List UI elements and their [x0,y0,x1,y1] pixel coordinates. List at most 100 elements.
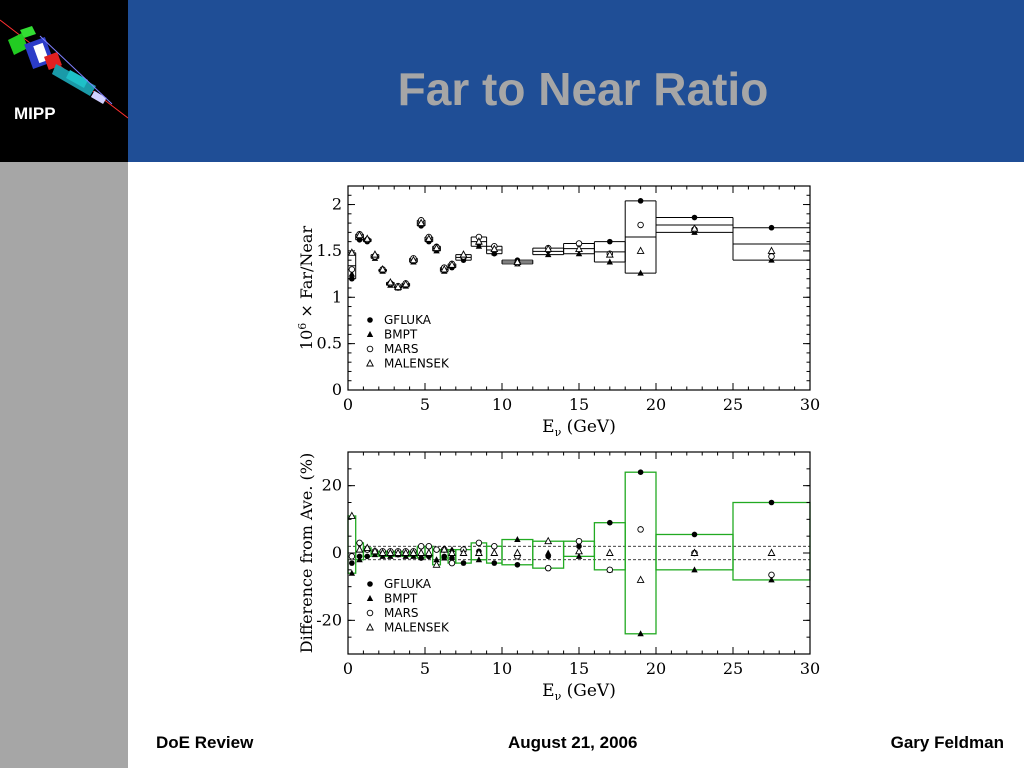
marker-filled-circle [637,198,644,204]
marker-shape [474,237,483,245]
marker-open-triangle [424,234,433,242]
marker-shape [490,244,499,253]
marker-open-circle [356,539,363,547]
marker-filled-triangle [768,576,775,583]
marker-shape [386,548,395,556]
spread-box [624,471,657,635]
marker-shape [767,246,776,254]
marker-shape [394,282,402,291]
marker-open-triangle [513,548,522,556]
marker-filled-circle [418,555,424,561]
difference-chart: 0 5 10 15 20 25 30 -20 0 20 Eν (GeV) Difference fro… [297,451,820,703]
marker-open-circle [544,564,552,572]
marker-shape [475,556,483,563]
marker-filled-triangle [637,269,644,276]
marker-open-triangle [394,282,402,291]
marker-shape [348,569,356,576]
marker-open-triangle [386,548,395,556]
marker-shape [433,556,440,563]
x-tick-label: 20 [646,395,666,414]
marker-shape [637,198,644,204]
marker-shape [691,214,698,221]
y-axis-label: 106 × Far/Near [296,226,316,351]
marker-open-triangle [490,244,499,253]
marker-shape [448,548,456,556]
marker-shape [366,595,374,601]
marker-shape [605,548,614,556]
marker-shape [417,218,426,227]
marker-shape [545,251,552,258]
marker-shape [401,548,410,556]
marker-shape [363,543,372,551]
marker-open-triangle [355,230,364,239]
marker-shape [513,548,522,556]
marker-shape [575,244,583,253]
marker-open-triangle [401,548,410,556]
marker-shape [637,221,644,229]
marker-open-circle [366,345,374,353]
marker-open-triangle [355,545,364,553]
marker-shape [378,548,387,556]
x-axis-label: Eν (GeV) [542,681,616,703]
marker-shape [637,469,644,476]
x-tick-label: 25 [723,395,743,414]
marker-shape [349,275,355,282]
marker-filled-triangle [366,595,374,601]
marker-filled-circle [691,531,698,538]
marker-open-circle [606,566,614,574]
marker-open-triangle [363,543,372,551]
marker-shape [448,260,456,268]
marker-shape [460,560,467,566]
marker-shape [576,543,582,550]
legend-label: BMPT [384,328,418,342]
marker-shape [607,238,613,245]
x-tick-label: 15 [569,659,589,678]
marker-filled-triangle [433,556,440,563]
marker-open-triangle [544,244,553,253]
footer-date: August 21, 2006 [508,733,638,752]
marker-shape [367,581,373,587]
marker-shape [490,548,499,556]
marker-shape [366,623,374,631]
marker-filled-circle [607,238,613,245]
marker-shape [636,246,645,254]
legend-label: GFLUKA [384,313,432,327]
marker-shape [575,546,583,555]
marker-shape [575,552,583,559]
detector-graphic-icon [0,19,128,119]
marker-open-triangle [459,250,468,258]
marker-shape [367,317,373,323]
marker-filled-circle [637,469,644,476]
marker-shape [433,546,440,553]
marker-shape [575,250,583,257]
marker-open-circle [575,537,583,545]
legend-label: MARS [384,606,419,620]
marker-open-triangle [401,279,410,288]
x-tick-label: 10 [492,659,512,678]
marker-open-circle [417,543,425,550]
marker-open-triangle [409,548,418,556]
slide-title: Far to Near Ratio [397,63,769,115]
marker-shape [544,244,553,253]
marker-shape [366,345,374,353]
marker-filled-circle [607,519,613,526]
marker-shape [348,553,356,560]
marker-open-triangle [474,548,483,556]
marker-filled-triangle [575,552,583,559]
far-near-figure: 0 5 10 15 20 25 30 0 0.5 1 1.5 2 Eν (GeV) 106 × Far/N… [296,185,820,703]
marker-shape [356,539,363,547]
y-tick-label: 1.5 [317,241,342,260]
marker-shape [605,250,614,258]
marker-shape [475,242,483,249]
marker-shape [378,264,387,273]
marker-shape [366,609,374,617]
legend-label: MARS [384,342,419,356]
marker-shape [544,564,552,572]
marker-shape [459,250,468,258]
marker-shape [440,545,449,553]
marker-shape [386,277,395,286]
marker-shape [401,279,410,288]
marker-open-triangle [636,246,645,254]
marker-filled-circle [349,560,355,566]
marker-filled-triangle [491,249,498,256]
